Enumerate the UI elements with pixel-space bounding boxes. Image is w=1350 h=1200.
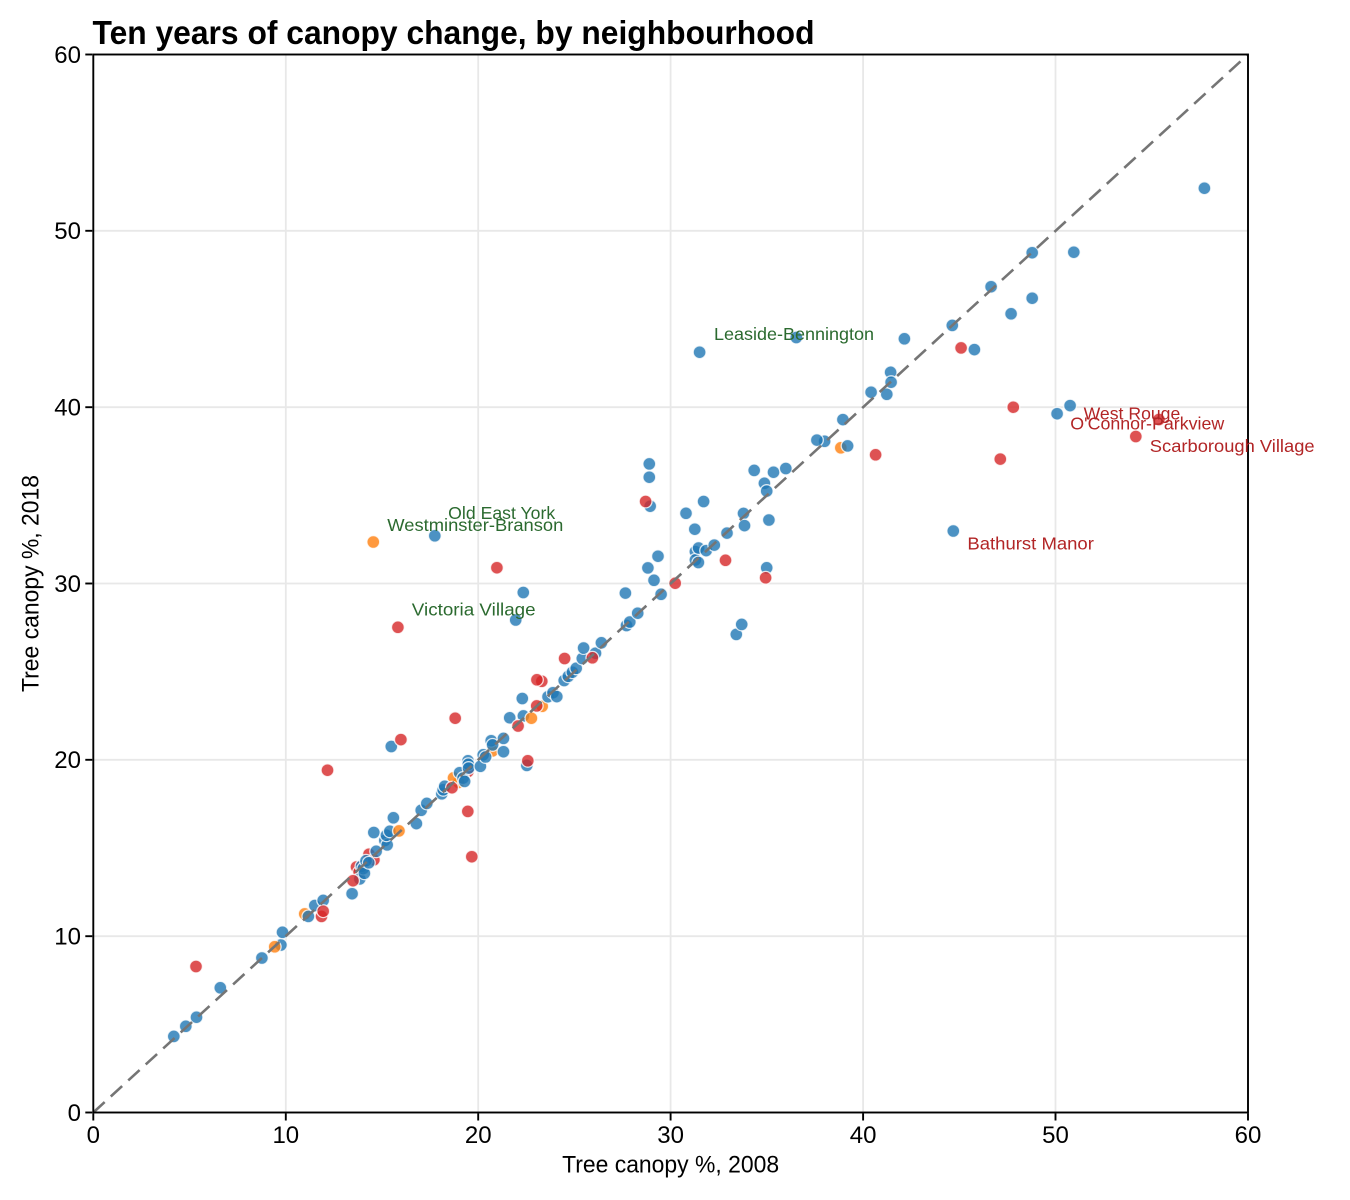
svg-text:Tree canopy %, 2018: Tree canopy %, 2018 xyxy=(18,475,45,692)
svg-text:30: 30 xyxy=(657,1122,684,1149)
svg-text:50: 50 xyxy=(54,218,81,245)
svg-text:60: 60 xyxy=(1235,1122,1262,1149)
svg-text:Scarborough Village: Scarborough Village xyxy=(1150,436,1315,456)
svg-text:40: 40 xyxy=(54,395,81,422)
svg-text:0: 0 xyxy=(87,1122,100,1149)
svg-text:Leaside-Bennington: Leaside-Bennington xyxy=(714,324,874,344)
svg-text:0: 0 xyxy=(68,1100,81,1127)
svg-text:10: 10 xyxy=(54,924,81,951)
svg-text:West Rouge: West Rouge xyxy=(1084,403,1181,423)
svg-text:Tree canopy %, 2008: Tree canopy %, 2008 xyxy=(562,1152,779,1179)
svg-text:Ten years of canopy change, by: Ten years of canopy change, by neighbour… xyxy=(93,14,815,51)
svg-text:40: 40 xyxy=(850,1122,877,1149)
svg-text:10: 10 xyxy=(272,1122,299,1149)
svg-text:Old East York: Old East York xyxy=(448,503,555,523)
svg-text:Bathurst Manor: Bathurst Manor xyxy=(967,533,1094,553)
svg-text:60: 60 xyxy=(54,42,81,69)
svg-text:30: 30 xyxy=(54,571,81,598)
svg-text:Victoria Village: Victoria Village xyxy=(412,600,536,620)
svg-text:50: 50 xyxy=(1042,1122,1069,1149)
svg-text:20: 20 xyxy=(54,747,81,774)
svg-text:O'Connor-Parkview: O'Connor-Parkview xyxy=(1070,414,1224,434)
svg-text:20: 20 xyxy=(465,1122,492,1149)
svg-text:Westminster-Branson: Westminster-Branson xyxy=(387,515,563,535)
